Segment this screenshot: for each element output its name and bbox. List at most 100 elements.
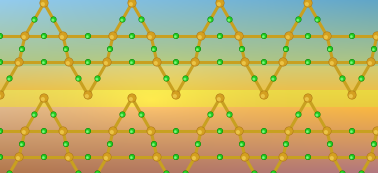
Circle shape (152, 142, 156, 146)
Circle shape (110, 36, 113, 39)
Circle shape (8, 78, 10, 80)
Circle shape (147, 32, 155, 40)
Circle shape (65, 58, 73, 66)
Circle shape (64, 142, 68, 146)
Circle shape (287, 131, 289, 134)
Circle shape (280, 59, 286, 65)
Circle shape (349, 92, 355, 98)
Circle shape (42, 60, 46, 64)
Circle shape (374, 131, 377, 134)
Circle shape (77, 78, 79, 80)
Circle shape (20, 49, 22, 51)
Circle shape (20, 47, 24, 51)
Circle shape (42, 155, 46, 159)
Circle shape (104, 157, 107, 160)
Circle shape (328, 142, 332, 146)
Circle shape (316, 18, 319, 21)
Circle shape (183, 76, 188, 81)
Circle shape (96, 78, 98, 80)
Circle shape (121, 114, 122, 116)
Circle shape (218, 34, 222, 38)
Circle shape (130, 157, 132, 158)
Circle shape (154, 157, 157, 160)
Circle shape (307, 62, 308, 63)
Circle shape (0, 129, 2, 133)
Circle shape (20, 144, 22, 145)
Circle shape (130, 129, 134, 133)
Circle shape (77, 77, 81, 80)
Circle shape (296, 112, 301, 117)
Circle shape (284, 47, 288, 51)
Circle shape (350, 34, 354, 38)
Circle shape (154, 62, 157, 65)
Circle shape (129, 3, 132, 6)
Circle shape (263, 157, 264, 158)
Circle shape (164, 171, 169, 173)
Circle shape (242, 62, 245, 65)
Circle shape (227, 112, 232, 117)
Circle shape (218, 131, 220, 133)
Circle shape (76, 171, 81, 173)
Circle shape (22, 128, 28, 134)
Circle shape (196, 142, 200, 146)
Circle shape (280, 154, 286, 160)
Circle shape (208, 17, 213, 22)
Circle shape (285, 144, 286, 145)
Circle shape (65, 153, 73, 161)
Circle shape (285, 127, 293, 135)
Circle shape (174, 129, 178, 133)
Circle shape (86, 34, 90, 38)
Circle shape (235, 32, 243, 40)
Circle shape (323, 32, 331, 40)
Circle shape (96, 172, 99, 173)
Circle shape (350, 129, 354, 133)
Circle shape (315, 17, 320, 22)
Circle shape (60, 128, 66, 134)
Circle shape (130, 155, 134, 159)
Circle shape (42, 129, 46, 133)
Circle shape (359, 172, 363, 173)
Circle shape (0, 155, 2, 159)
Circle shape (350, 36, 352, 38)
Circle shape (59, 127, 67, 135)
Circle shape (42, 3, 44, 6)
Circle shape (16, 154, 22, 160)
Circle shape (33, 113, 36, 116)
Circle shape (306, 129, 310, 133)
Circle shape (41, 0, 47, 6)
Circle shape (139, 113, 143, 116)
Circle shape (279, 153, 287, 161)
Circle shape (174, 129, 178, 133)
Circle shape (252, 171, 257, 173)
Circle shape (0, 129, 2, 133)
Circle shape (96, 77, 99, 80)
Circle shape (306, 34, 310, 38)
Circle shape (328, 47, 332, 51)
Circle shape (279, 58, 287, 66)
Circle shape (108, 49, 110, 51)
Circle shape (304, 0, 312, 7)
Circle shape (261, 92, 267, 98)
Circle shape (324, 36, 327, 39)
Circle shape (0, 34, 2, 38)
Circle shape (154, 59, 160, 65)
Circle shape (164, 172, 168, 173)
Circle shape (33, 114, 35, 116)
Circle shape (350, 62, 352, 63)
Circle shape (218, 60, 222, 64)
Circle shape (60, 131, 64, 134)
Circle shape (372, 47, 376, 51)
Circle shape (328, 47, 332, 51)
Circle shape (297, 18, 301, 21)
Circle shape (60, 36, 64, 39)
Circle shape (316, 19, 318, 21)
Circle shape (174, 60, 178, 64)
Circle shape (305, 95, 311, 101)
Circle shape (306, 129, 310, 133)
Circle shape (183, 171, 188, 173)
Circle shape (192, 154, 198, 160)
Circle shape (174, 34, 178, 38)
Circle shape (372, 142, 376, 146)
Circle shape (280, 157, 284, 160)
Circle shape (108, 47, 112, 51)
